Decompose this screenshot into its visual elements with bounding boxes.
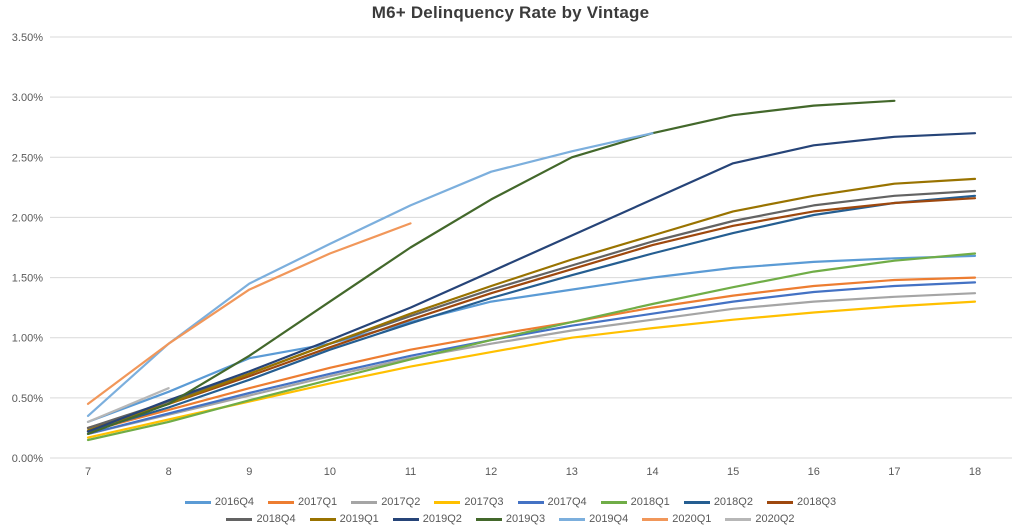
x-tick-label: 11 [405,466,416,478]
series-line-2017Q2 [86,292,977,435]
legend-label: 2019Q1 [339,513,379,525]
chart-title: M6+ Delinquency Rate by Vintage [371,3,650,22]
legend-label: 2017Q1 [298,496,338,508]
legend-label: 2020Q2 [755,513,795,525]
series-line-2018Q3 [86,197,977,429]
x-tick-label: 10 [324,466,336,478]
legend-row: 2018Q4 2019Q1 2019Q2 2019Q3 2019Q4 2020Q1 2020… [226,513,795,525]
legend-label: 2018Q3 [796,496,837,508]
legend-item-2016Q4: 2016Q4 [184,496,255,508]
legend-item-2019Q4: 2019Q4 [559,513,628,525]
y-tick-label: 3.00% [12,92,43,104]
x-tick-label: 12 [485,466,497,478]
series-line-2017Q4 [86,281,977,435]
x-tick-label: 18 [969,466,981,478]
x-tick-label: 15 [727,466,739,478]
x-tick-label: 8 [166,466,172,478]
y-tick-label: 1.50% [12,273,43,285]
legend-label: 2017Q2 [381,496,421,508]
x-tick-label: 17 [888,466,900,478]
y-tick-label: 3.50% [12,32,43,44]
legend-label: 2016Q4 [214,496,255,508]
series-line-2017Q1 [86,276,977,433]
y-tick-label: 2.00% [12,212,43,224]
legend-label: 2019Q2 [422,513,462,525]
y-tick-label: 0.00% [12,453,43,465]
series-line-2019Q2 [86,132,977,433]
legend-label: 2017Q3 [464,496,504,508]
legend-swatch-2019Q2 [392,517,419,521]
series-line-2019Q3 [86,99,896,435]
legend-item-2017Q1: 2017Q1 [268,496,337,508]
legend-swatch-2017Q3 [434,500,461,504]
y-tick-label: 1.00% [12,333,43,345]
series-line-2020Q2 [86,387,170,423]
legend-item-2019Q1: 2019Q1 [309,513,379,525]
series-line-2018Q2 [86,194,977,433]
legend-label: 2019Q3 [505,513,546,525]
legend-swatch-2017Q1 [268,500,295,504]
legend-item-2019Q2: 2019Q2 [392,513,462,525]
y-axis-labels: 0.00% 0.50% 1.00% 1.50% 2.00% 2.50% 3.00% 3.50% [12,32,43,465]
legend-row: 2016Q4 2017Q1 2017Q2 2017Q3 2017Q4 2018Q1 2018… [184,496,837,508]
legend-item-2017Q4: 2017Q4 [517,496,587,508]
legend-swatch-2020Q1 [642,517,669,521]
series-line-2019Q1 [86,177,977,432]
legend-label: 2019Q4 [589,513,629,525]
legend-item-2017Q2: 2017Q2 [351,496,420,508]
legend-swatch-2018Q3 [766,500,793,504]
legend-label: 2018Q4 [256,513,296,525]
legend-item-2018Q4: 2018Q4 [226,513,296,525]
legend-item-2020Q1: 2020Q1 [642,513,711,525]
legend-item-2018Q3: 2018Q3 [766,496,837,508]
legend-item-2017Q3: 2017Q3 [434,496,504,508]
legend-item-2018Q1: 2018Q1 [600,496,670,508]
y-tick-label: 2.50% [12,152,43,164]
legend-item-2018Q2: 2018Q2 [683,496,753,508]
legend-swatch-2020Q2 [725,517,752,521]
x-tick-label: 16 [808,466,820,478]
legend-swatch-2017Q4 [517,500,544,504]
x-axis-labels: 7 8 9 10 11 12 13 14 15 16 17 18 [85,466,981,478]
legend-item-2020Q2: 2020Q2 [725,513,795,525]
legend-label: 2020Q1 [672,513,712,525]
series-line-2018Q1 [86,252,977,442]
series-lines [86,99,977,442]
y-tick-label: 0.50% [12,393,43,405]
legend-label: 2018Q1 [630,496,670,508]
legend-swatch-2019Q1 [309,517,336,521]
legend-swatch-2017Q2 [351,500,378,504]
legend-label: 2017Q4 [547,496,587,508]
x-tick-label: 14 [646,466,658,478]
legend-swatch-2018Q4 [226,517,253,521]
legend-swatch-2018Q1 [600,500,627,504]
x-tick-label: 13 [566,466,578,478]
chart-legend: 2016Q4 2017Q1 2017Q2 2017Q3 2017Q4 2018Q1 2018… [0,496,1021,525]
legend-item-2019Q3: 2019Q3 [475,513,546,525]
legend-swatch-2019Q3 [475,517,502,521]
legend-swatch-2018Q2 [683,500,710,504]
x-tick-label: 7 [85,466,91,478]
legend-swatch-2019Q4 [559,517,586,521]
x-tick-label: 9 [246,466,252,478]
legend-swatch-2016Q4 [184,500,211,504]
legend-label: 2018Q2 [713,496,753,508]
series-line-2020Q1 [86,222,412,405]
